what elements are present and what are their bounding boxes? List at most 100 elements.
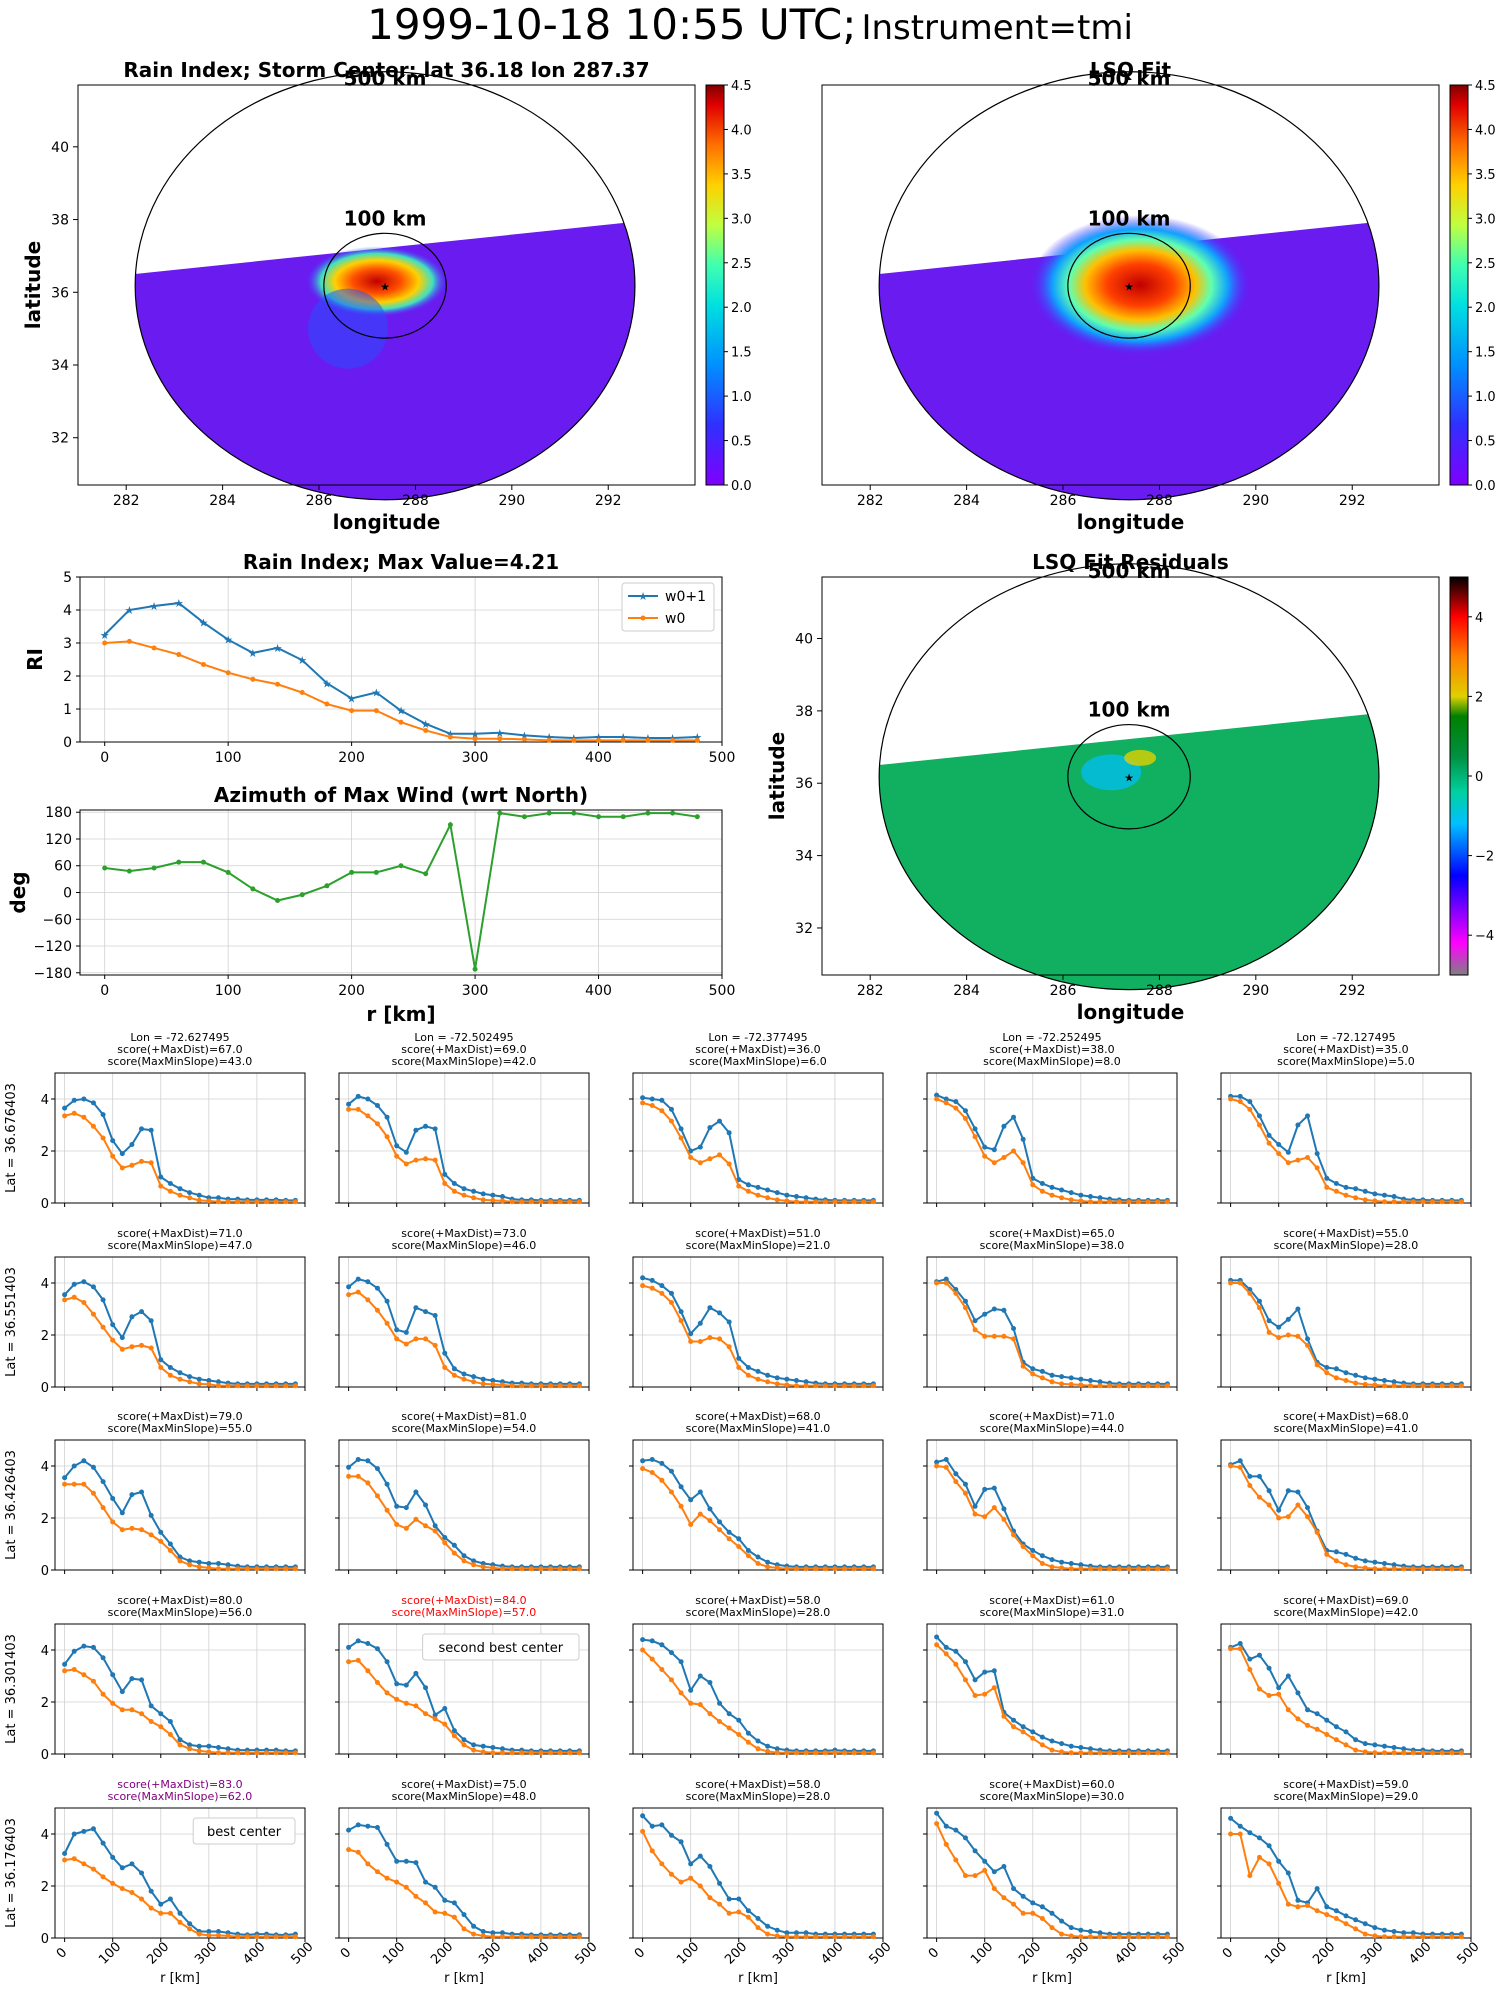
cell-w0-point (461, 1376, 467, 1382)
cell-w0p1-point (139, 1870, 145, 1876)
lat-label: Lat = 36.426403 (4, 1450, 19, 1560)
x-tick-label: 290 (1242, 983, 1269, 999)
cell-w0p1-point (1343, 1913, 1349, 1919)
cell-w0-point (62, 1297, 68, 1303)
cell-w0-point (432, 1909, 438, 1915)
cell-w0-point (934, 1463, 940, 1469)
cell-w0p1-point (110, 1854, 116, 1860)
cell-w0-point (1020, 1910, 1026, 1916)
cell-w0-point (1343, 1378, 1349, 1383)
cell-w0-point (870, 1566, 876, 1572)
axes-frame (926, 1623, 1178, 1755)
colorbar-tick-label: 0.0 (1475, 479, 1496, 494)
cell-w0p1-point (943, 1644, 949, 1650)
axes-frame (926, 1072, 1178, 1204)
cell-w0p1-point (1078, 1192, 1084, 1198)
series-w0-point (620, 737, 626, 743)
cell-w0p1-point (640, 1275, 646, 1281)
cell-w0-point (374, 1680, 380, 1685)
x-tick-label: 300 (1064, 1939, 1092, 1967)
cell-w0p1-point (413, 1860, 419, 1866)
cell-w0-point (384, 1320, 390, 1326)
cell-w0-point (1107, 1566, 1113, 1572)
cell-w0-point (196, 1931, 202, 1937)
cell-w0-point (1116, 1199, 1122, 1205)
x-tick-label: 284 (209, 493, 236, 509)
cell-w0p1-point (432, 1884, 438, 1890)
cell-w0p1-point (110, 1496, 116, 1501)
cell-w0-point (451, 1550, 457, 1556)
cell-w0p1-point (1324, 1365, 1330, 1370)
cell-w0-point (283, 1566, 289, 1572)
cell-w0-point (365, 1480, 371, 1486)
cell-w0p1-point (972, 1126, 978, 1132)
score-maxdist-label: score(+MaxDist)=60.0 (989, 1778, 1114, 1791)
cell-w0-point (982, 1514, 988, 1520)
y-tick-label: 34 (51, 358, 69, 374)
cell-w0-point (557, 1383, 563, 1389)
cell-w0p1-point (1049, 1557, 1055, 1563)
cell-w0-point (244, 1199, 250, 1205)
grid-cell: score(MaxMinSlope)=30.0score(+MaxDist)=6… (923, 1778, 1189, 1986)
cell-w0-point (567, 1383, 573, 1389)
cell-w0p1-point (365, 1823, 371, 1829)
cell-w0p1-point (1237, 1093, 1243, 1099)
cell-w0p1-point (1372, 1191, 1378, 1197)
grid-cell: score(MaxMinSlope)=42.0score(+MaxDist)=6… (335, 1031, 590, 1207)
series-w0-point (571, 737, 577, 743)
cell-w0-point (1116, 1383, 1122, 1389)
axes-frame (926, 1256, 1178, 1388)
x-tick-label: 300 (1358, 1939, 1386, 1967)
cell-w0p1-point (1391, 1745, 1397, 1750)
cell-w0-point (668, 1300, 674, 1305)
cell-w0p1-point (129, 1676, 135, 1682)
lat-label: Lat = 36.551403 (4, 1267, 19, 1377)
cell-w0-point (215, 1750, 221, 1756)
cell-w0-point (870, 1750, 876, 1756)
axes-frame (1220, 1439, 1472, 1571)
lon-label: Lon = -72.252495 (1002, 1031, 1101, 1044)
cell-w0p1-point (1087, 1929, 1093, 1934)
axes-frame (54, 1807, 306, 1939)
cell-w0p1-point (1078, 1927, 1084, 1933)
cell-w0-point (346, 1473, 352, 1479)
x-tick-label: 286 (306, 493, 333, 509)
cell-w0-point (538, 1934, 544, 1940)
cell-w0p1-point (119, 1865, 125, 1871)
cell-w0-point (235, 1566, 241, 1572)
cell-w0-point (100, 1505, 106, 1511)
cell-w0p1-point (1011, 1114, 1017, 1120)
axes-frame (1220, 1256, 1472, 1388)
cell-w0p1-point (678, 1484, 684, 1490)
cell-w0p1-point (726, 1529, 732, 1535)
cell-w0-point (1097, 1934, 1103, 1940)
series-w0-point (546, 737, 552, 743)
series-w0p1-point: ★ (692, 731, 702, 744)
cell-w0p1-line (936, 1094, 1168, 1202)
cell-w0p1-line (935, 1636, 1168, 1752)
cell-w0p1-line (936, 1458, 1168, 1568)
cell-w0p1-point (962, 1835, 968, 1841)
cell-w0-point (1145, 1383, 1151, 1389)
cell-w0-point (119, 1527, 125, 1533)
cell-w0p1-point (1391, 1929, 1397, 1934)
cell-w0-point (822, 1566, 828, 1572)
cell-w0-point (953, 1479, 959, 1485)
cell-w0-point (461, 1742, 467, 1748)
score-maxdist-label: score(+MaxDist)=79.0 (117, 1410, 242, 1423)
y-tick-label: 2 (63, 669, 72, 685)
cell-w0-point (264, 1566, 270, 1572)
score-slope-label: score(MaxMinSlope)=29.0 (1274, 1790, 1419, 1803)
series-w0-line (104, 640, 698, 742)
cell-w0-point (1391, 1750, 1397, 1756)
storm-center-marker: ★ (1124, 281, 1134, 294)
cell-w0-point (110, 1880, 116, 1886)
cell-w0-point (177, 1192, 183, 1198)
cell-w0-point (1362, 1381, 1368, 1387)
cell-w0-point (1324, 1732, 1330, 1737)
cell-w0-point (1030, 1553, 1036, 1559)
cell-w0-point (1420, 1566, 1426, 1572)
cell-w0-point (649, 1285, 655, 1291)
cell-w0-point (813, 1934, 819, 1940)
cell-w0-point (1126, 1383, 1132, 1389)
